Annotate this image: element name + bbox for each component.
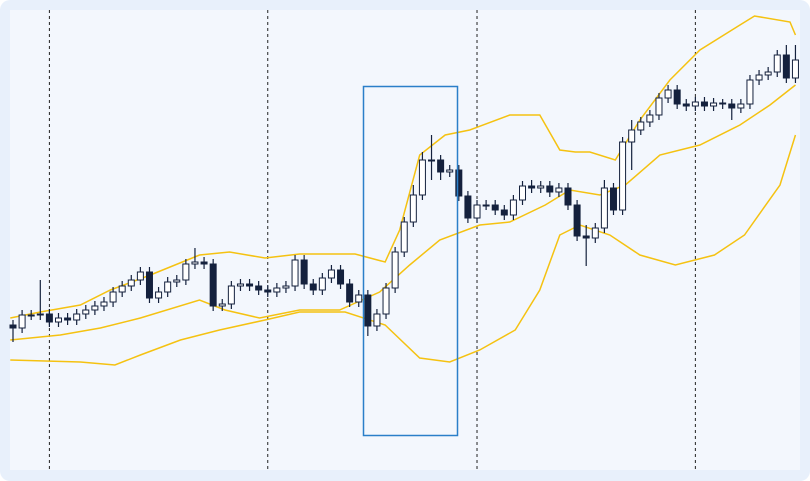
candle-body xyxy=(373,313,381,327)
candle-body xyxy=(664,89,672,99)
candle-body xyxy=(64,317,72,321)
candle-body xyxy=(446,169,454,173)
candle-body xyxy=(164,281,172,293)
candle-body xyxy=(773,54,781,73)
candle-body xyxy=(136,271,144,281)
candle-body xyxy=(318,277,326,291)
candle-body xyxy=(45,313,53,323)
candle-body xyxy=(282,285,290,289)
candle-body xyxy=(54,317,62,323)
candle-body xyxy=(573,204,581,237)
candle-body xyxy=(191,261,199,265)
candle-body xyxy=(637,121,645,131)
candle-body xyxy=(455,169,463,197)
candle-body xyxy=(437,159,445,173)
candle-body xyxy=(764,71,772,76)
candle-body xyxy=(555,187,563,193)
candle-body xyxy=(409,194,417,223)
candle-body xyxy=(300,259,308,285)
candle-body xyxy=(464,195,472,219)
candle-body xyxy=(145,271,153,299)
candle-body xyxy=(528,185,536,189)
candle-body xyxy=(564,187,572,206)
candle-body xyxy=(619,141,627,211)
candle-body xyxy=(127,279,135,287)
candle-body xyxy=(246,283,254,287)
candle-body xyxy=(628,129,636,143)
candle-body xyxy=(200,261,208,265)
candle-body xyxy=(364,294,372,327)
candle-body xyxy=(209,263,217,307)
candle-body xyxy=(673,89,681,105)
candle-body xyxy=(236,283,244,287)
candle-body xyxy=(227,285,235,305)
candle-body xyxy=(418,159,426,196)
candle-body xyxy=(337,269,345,285)
candle-body xyxy=(18,314,26,329)
candle-body xyxy=(691,101,699,107)
candle-body xyxy=(546,185,554,193)
candle-body xyxy=(519,185,527,201)
candle-body xyxy=(382,287,390,315)
candle-body xyxy=(491,204,499,211)
candle-body xyxy=(537,185,545,189)
candle-body xyxy=(9,324,17,329)
candle-body xyxy=(273,287,281,293)
candle-body xyxy=(173,279,181,283)
candle-body xyxy=(327,269,335,279)
bollinger-band xyxy=(10,84,796,341)
candle-body xyxy=(255,285,263,291)
candle-body xyxy=(746,79,754,105)
candle-body xyxy=(600,187,608,229)
candle-body xyxy=(36,313,44,316)
candle-body xyxy=(655,97,663,116)
candle-body xyxy=(719,102,727,105)
candle-body xyxy=(355,294,363,303)
candle-body xyxy=(182,263,190,281)
candle-body xyxy=(218,303,226,307)
candle-body xyxy=(500,209,508,216)
candle-body xyxy=(482,204,490,207)
highlight-box xyxy=(362,85,459,437)
candle-body xyxy=(346,283,354,303)
candle-body xyxy=(264,289,272,293)
candle-body xyxy=(82,309,90,315)
candle-body xyxy=(291,259,299,287)
candle-body xyxy=(509,199,517,216)
candle-body xyxy=(682,103,690,107)
candle-body xyxy=(728,103,736,109)
candle-body xyxy=(582,235,590,239)
candle-body xyxy=(791,59,799,79)
candle-body xyxy=(73,313,81,321)
candle-body xyxy=(118,285,126,293)
candle-body xyxy=(27,314,35,317)
candle-body xyxy=(591,227,599,239)
candle-body xyxy=(400,221,408,253)
candle-body xyxy=(109,291,117,303)
candle-body xyxy=(646,114,654,123)
candle-body xyxy=(755,74,763,81)
bollinger-band xyxy=(10,134,797,366)
candle-body xyxy=(473,204,481,219)
candle-body xyxy=(91,305,99,311)
candle-body xyxy=(428,159,436,162)
candle-body xyxy=(700,101,708,107)
candle-body xyxy=(309,283,317,291)
candle-body xyxy=(391,251,399,289)
candle-body xyxy=(710,102,718,107)
candle-body xyxy=(100,301,108,307)
candle-body xyxy=(155,291,163,299)
candle-body xyxy=(782,54,790,79)
candle-body xyxy=(609,187,617,211)
candle-body xyxy=(737,103,745,109)
